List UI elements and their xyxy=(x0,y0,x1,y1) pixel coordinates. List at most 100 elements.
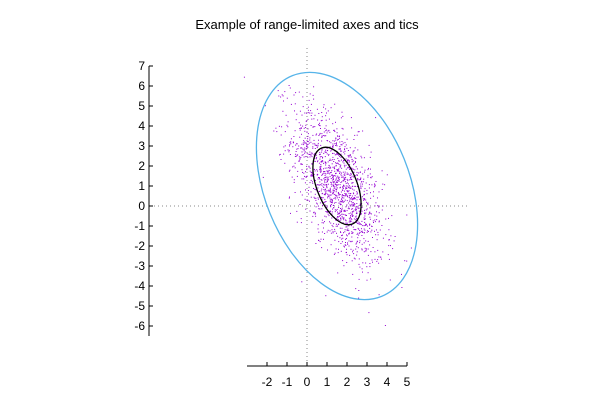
scatter-point xyxy=(370,177,372,179)
scatter-point xyxy=(386,174,388,176)
scatter-point xyxy=(333,198,335,199)
scatter-point xyxy=(328,118,330,120)
scatter-point xyxy=(304,152,306,154)
scatter-point xyxy=(311,153,313,155)
scatter-point xyxy=(304,198,306,200)
scatter-point xyxy=(388,258,390,260)
scatter-point xyxy=(336,197,338,199)
scatter-point xyxy=(332,191,334,193)
scatter-point xyxy=(325,119,327,121)
scatter-point xyxy=(313,196,315,198)
y-tick-label: 5 xyxy=(138,99,145,113)
scatter-point xyxy=(322,204,323,206)
scatter-point xyxy=(339,137,341,139)
scatter-point xyxy=(321,112,323,113)
scatter-point xyxy=(356,193,358,195)
scatter-point xyxy=(316,108,318,110)
scatter-point xyxy=(318,184,320,186)
scatter-point xyxy=(341,227,343,229)
scatter-point xyxy=(341,201,343,202)
scatter-point xyxy=(327,213,329,215)
scatter-point xyxy=(299,204,301,205)
scatter-point xyxy=(290,212,291,214)
scatter-point xyxy=(361,228,362,230)
x-tick-label: 1 xyxy=(324,375,331,389)
y-tick-label: 1 xyxy=(138,179,145,193)
scatter-point xyxy=(330,198,332,200)
scatter-point xyxy=(340,153,342,155)
scatter-point xyxy=(348,245,350,247)
scatter-point xyxy=(307,190,309,191)
scatter-point xyxy=(318,162,320,164)
scatter-point xyxy=(385,218,387,220)
y-tick-label: -6 xyxy=(134,319,145,333)
scatter-point xyxy=(322,174,324,176)
scatter-point xyxy=(371,229,373,231)
scatter-point xyxy=(358,179,360,181)
scatter-point xyxy=(361,235,363,236)
scatter-point xyxy=(337,272,339,274)
scatter-point xyxy=(308,142,310,144)
scatter-point xyxy=(351,175,353,177)
scatter-point xyxy=(320,164,322,166)
scatter-point xyxy=(331,224,333,226)
scatter-point xyxy=(305,120,307,122)
scatter-point xyxy=(335,189,337,191)
scatter-point xyxy=(288,151,290,153)
scatter-point xyxy=(324,174,326,176)
scatter-point xyxy=(335,202,337,203)
scatter-point xyxy=(341,141,343,142)
scatter-point xyxy=(365,250,367,252)
scatter-point xyxy=(361,230,363,232)
scatter-point xyxy=(341,167,343,169)
scatter-point xyxy=(335,175,337,177)
scatter-point xyxy=(344,199,346,201)
scatter-point xyxy=(329,131,331,133)
scatter-point xyxy=(335,195,337,197)
scatter-point xyxy=(343,219,345,221)
scatter-point xyxy=(345,219,347,221)
scatter-point xyxy=(376,219,378,221)
scatter-point xyxy=(346,194,348,196)
scatter-point xyxy=(362,271,363,273)
scatter-point xyxy=(303,140,305,142)
scatter-point xyxy=(321,140,323,142)
scatter-point xyxy=(342,134,344,136)
scatter-point xyxy=(349,194,351,196)
scatter-point xyxy=(353,164,355,166)
scatter-point xyxy=(314,212,316,214)
scatter-point xyxy=(301,154,303,156)
scatter-point xyxy=(326,170,328,172)
scatter-point xyxy=(365,224,367,226)
scatter-point xyxy=(353,163,355,165)
scatter-point xyxy=(344,171,346,173)
scatter-point xyxy=(361,249,363,251)
scatter-point xyxy=(311,172,313,174)
scatter-point xyxy=(341,241,343,243)
scatter-point xyxy=(293,136,295,137)
scatter-point xyxy=(350,220,352,222)
scatter-point xyxy=(299,129,301,131)
scatter-point xyxy=(341,127,343,129)
confidence-ellipses xyxy=(255,71,419,301)
scatter-point xyxy=(356,240,358,242)
scatter-point xyxy=(338,180,340,182)
scatter-point xyxy=(339,184,341,186)
scatter-point xyxy=(338,248,339,250)
scatter-point xyxy=(340,219,342,221)
scatter-point xyxy=(307,141,309,143)
scatter-point xyxy=(327,161,329,163)
scatter-point xyxy=(323,106,324,108)
scatter-point xyxy=(298,122,300,124)
scatter-point xyxy=(313,188,314,189)
scatter-point xyxy=(327,110,329,112)
scatter-point xyxy=(317,160,319,162)
scatter-point xyxy=(336,177,338,179)
x-axis: -2 -1 0 1 2 3 4 5 xyxy=(247,362,411,389)
scatter-point xyxy=(335,145,337,146)
scatter-point xyxy=(341,194,343,196)
scatter-point xyxy=(388,239,390,241)
scatter-point xyxy=(311,174,313,176)
scatter-point xyxy=(380,258,382,260)
scatter-point xyxy=(344,173,346,175)
